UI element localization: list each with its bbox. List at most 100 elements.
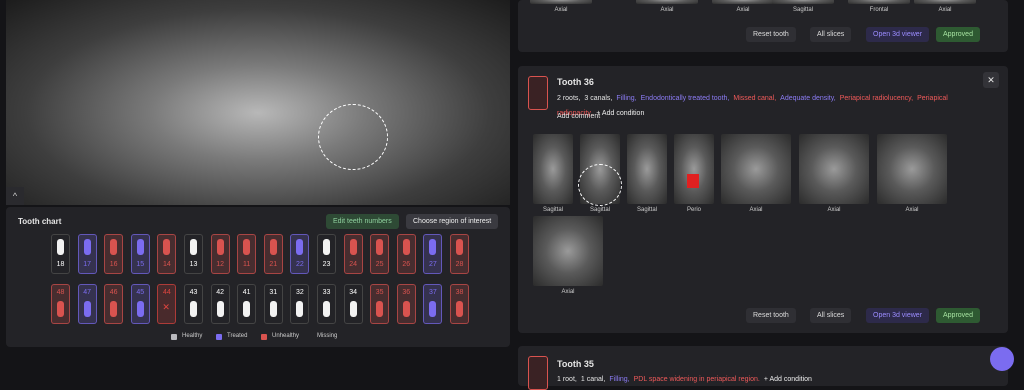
chart-button[interactable]: Edit teeth numbers <box>326 214 399 229</box>
tooth-number: 37 <box>428 289 437 296</box>
tooth-shape <box>349 239 357 255</box>
tooth[interactable]: 24 <box>343 234 363 274</box>
slice-image[interactable] <box>533 216 603 286</box>
slice-image <box>772 0 834 4</box>
tooth-number: 17 <box>83 261 91 268</box>
tooth[interactable]: 25 <box>370 234 390 274</box>
tooth[interactable]: 26 <box>396 234 416 274</box>
tooth-number: 28 <box>455 261 464 268</box>
tooth[interactable]: 15 <box>130 234 150 274</box>
add-comment[interactable]: Add comment <box>557 113 601 120</box>
tooth-number: 44 <box>162 289 171 296</box>
action-button[interactable]: Reset tooth <box>746 27 796 42</box>
slice-image <box>914 0 976 4</box>
add-condition[interactable]: + Add condition <box>763 376 812 383</box>
tooth-shape <box>136 239 144 255</box>
condition[interactable]: Missed canal, <box>733 95 777 102</box>
tooth-number: 14 <box>162 261 171 268</box>
collapse-button[interactable]: ^ <box>6 187 24 205</box>
tooth[interactable]: 43 <box>184 284 203 324</box>
condition[interactable]: Periapical radiopacity, <box>557 95 948 117</box>
slice-image <box>530 0 592 4</box>
condition[interactable]: Endodontically treated tooth, <box>640 95 730 102</box>
tooth[interactable]: 47 <box>77 284 97 324</box>
condition[interactable]: Filling, <box>616 95 637 102</box>
condition[interactable]: 3 canals, <box>584 95 613 102</box>
chat-button[interactable] <box>990 347 1014 371</box>
slice-image[interactable] <box>674 134 714 204</box>
tooth[interactable]: 22 <box>290 234 310 274</box>
action-button[interactable]: Approved <box>936 308 980 323</box>
tooth-shape <box>243 239 251 255</box>
slice-label: Axial <box>736 7 750 13</box>
tooth-shape <box>190 301 197 317</box>
slice-image[interactable] <box>627 134 667 204</box>
tooth[interactable]: 21 <box>263 234 283 274</box>
tooth-shape <box>163 239 171 255</box>
close-button[interactable]: ✕ <box>983 72 999 88</box>
tooth[interactable]: 38 <box>450 284 469 324</box>
action-button[interactable]: All slices <box>810 308 852 323</box>
tooth-chart-panel: Tooth chart Edit teeth numbers Choose reg… <box>6 207 510 347</box>
slice-image[interactable] <box>721 134 791 204</box>
tooth[interactable]: 33 <box>317 284 336 324</box>
slice-label: Sagittal <box>542 207 563 213</box>
tooth[interactable]: 11 <box>237 234 257 274</box>
tooth[interactable]: 36 <box>396 284 416 324</box>
tooth-icon <box>528 356 548 390</box>
tooth[interactable]: 28 <box>450 234 469 274</box>
condition[interactable]: 1 canal, <box>580 376 606 383</box>
condition[interactable]: Periapical radiolucency, <box>839 95 914 102</box>
legend-label: Treated <box>227 333 248 339</box>
condition[interactable]: Filling, <box>609 376 630 383</box>
tooth[interactable]: 45 <box>130 284 150 324</box>
slice-label: Frontal <box>869 7 889 13</box>
tooth[interactable]: 42 <box>210 284 230 324</box>
tooth[interactable]: 27 <box>423 234 443 274</box>
slice-image <box>848 0 910 4</box>
add-condition[interactable]: + Add condition <box>596 110 645 117</box>
tooth-number: 48 <box>56 289 65 296</box>
highlight-circle <box>578 164 622 206</box>
tooth[interactable]: 34 <box>343 284 363 324</box>
tooth[interactable]: ✕ 44 <box>157 284 177 324</box>
condition[interactable]: 1 root, <box>557 376 577 383</box>
condition[interactable]: PDL space widening in periapical region. <box>633 376 760 383</box>
tooth[interactable]: 37 <box>423 284 443 324</box>
tooth[interactable]: 32 <box>290 284 310 324</box>
tooth[interactable]: 41 <box>237 284 257 324</box>
tooth[interactable]: 18 <box>51 234 70 274</box>
slice-image[interactable] <box>877 134 947 204</box>
tooth[interactable]: 14 <box>157 234 177 274</box>
slice-label: Axial <box>660 7 674 13</box>
action-button[interactable]: Open 3d viewer <box>866 308 930 323</box>
slice-label: Sagittal <box>589 207 610 213</box>
condition[interactable]: Adequate density, <box>780 95 836 102</box>
tooth-card: Tooth 36 ✕ 2 roots, 3 canals, Filling, Endo… <box>518 66 1008 333</box>
tooth-number: 12 <box>216 261 224 268</box>
tooth[interactable]: 12 <box>210 234 230 274</box>
action-button[interactable]: Open 3d viewer <box>866 27 930 42</box>
tooth-shape <box>216 239 224 255</box>
chart-button[interactable]: Choose region of interest <box>406 214 499 229</box>
condition[interactable]: 2 roots, <box>557 95 581 102</box>
tooth[interactable]: 16 <box>104 234 124 274</box>
tooth[interactable]: 23 <box>317 234 336 274</box>
slice-image[interactable] <box>533 134 573 204</box>
tooth[interactable]: 35 <box>370 284 390 324</box>
tooth[interactable]: 31 <box>263 284 283 324</box>
tooth-shape <box>243 301 251 317</box>
tooth-number: 27 <box>428 261 437 268</box>
tooth[interactable]: 17 <box>77 234 97 274</box>
tooth-number: 18 <box>56 261 65 268</box>
action-button[interactable]: Approved <box>936 27 980 42</box>
tooth-shape <box>136 301 144 317</box>
tooth[interactable]: 48 <box>51 284 70 324</box>
tooth[interactable]: 13 <box>184 234 203 274</box>
action-button[interactable]: All slices <box>810 27 852 42</box>
tooth[interactable]: 46 <box>104 284 124 324</box>
slice-image <box>712 0 774 4</box>
slice-image[interactable] <box>799 134 869 204</box>
tooth-shape <box>402 301 410 317</box>
action-button[interactable]: Reset tooth <box>746 308 796 323</box>
